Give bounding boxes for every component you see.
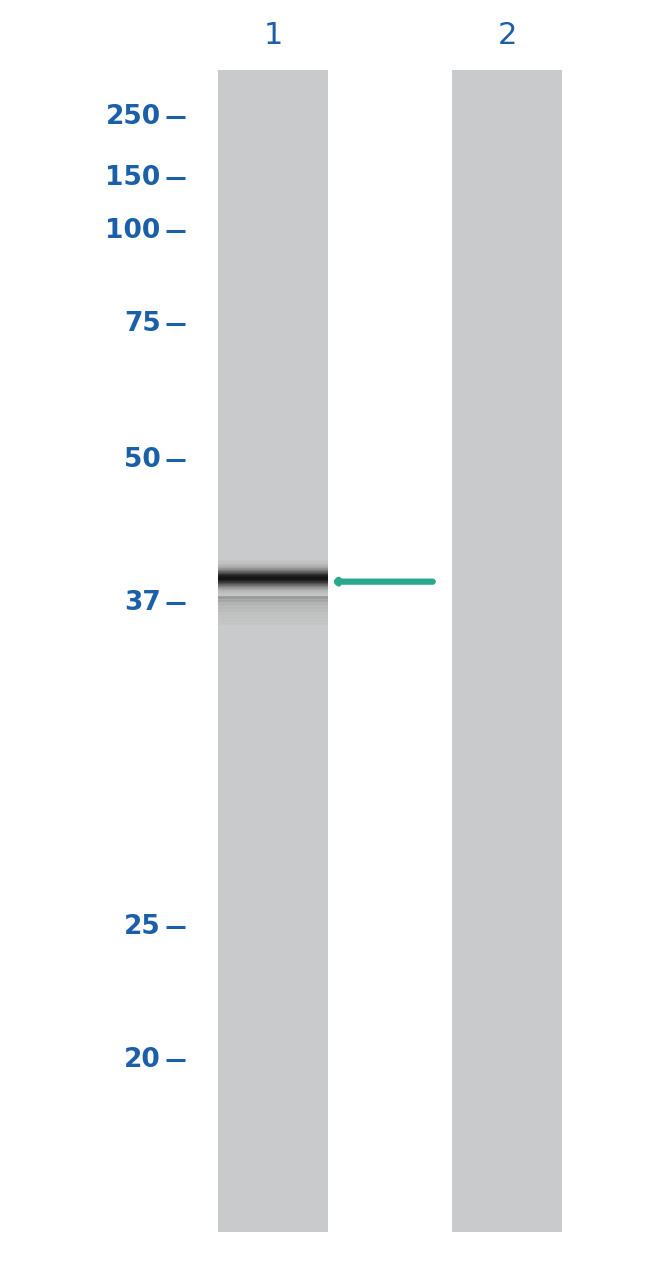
Text: 37: 37 [124,591,161,616]
Bar [218,621,328,624]
Text: 75: 75 [124,311,161,337]
Bar [218,599,328,602]
Bar [218,607,328,610]
Bar [218,617,328,618]
Bar [218,612,328,615]
Text: 20: 20 [124,1048,161,1073]
Text: 50: 50 [124,447,161,472]
Bar [218,616,328,617]
Bar [218,597,328,599]
Bar [218,615,328,616]
Text: 2: 2 [497,22,517,50]
Bar [452,70,562,1232]
Text: 1: 1 [263,22,283,50]
Bar [218,70,328,1232]
Bar [218,598,328,601]
Bar [218,620,328,622]
Bar [218,606,328,608]
Bar [218,622,328,625]
Bar [218,608,328,611]
Bar [218,605,328,606]
Bar [218,610,328,612]
Bar [218,596,328,598]
Text: 100: 100 [105,218,161,244]
Text: 150: 150 [105,165,161,190]
Bar [218,611,328,613]
Text: 25: 25 [124,914,161,940]
Bar [218,603,328,605]
Bar [218,601,328,603]
Bar [218,618,328,621]
Text: 250: 250 [105,104,161,130]
